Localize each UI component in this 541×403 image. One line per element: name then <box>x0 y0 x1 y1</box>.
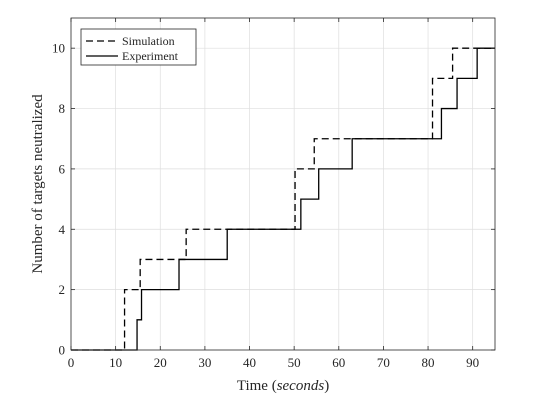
y-tick-label: 6 <box>59 161 66 176</box>
y-axis-label: Number of targets neutralized <box>30 94 46 274</box>
series-line-experiment <box>71 47 495 351</box>
series-line-simulation <box>71 47 495 351</box>
tick-marks <box>70 18 495 351</box>
x-tick-label: 0 <box>68 355 75 370</box>
x-tick-label: 70 <box>377 355 390 370</box>
legend-label-experiment: Experiment <box>122 49 179 63</box>
x-tick-label: 20 <box>154 355 167 370</box>
series-group <box>71 47 495 351</box>
x-axis-label-suffix: ) <box>324 378 329 394</box>
x-tick-labels: 0 10 20 30 40 50 60 70 80 90 <box>68 355 479 370</box>
plot-frame <box>70 17 496 351</box>
x-tick-label: 50 <box>288 355 301 370</box>
y-tick-label: 2 <box>59 282 66 297</box>
x-axis-label-prefix: Time ( <box>237 378 277 394</box>
x-axis-label: Time (seconds) <box>237 378 329 394</box>
legend-label-simulation: Simulation <box>122 34 175 48</box>
plot-background <box>71 18 495 350</box>
x-tick-label: 80 <box>422 355 435 370</box>
y-tick-label: 0 <box>59 343 66 358</box>
x-tick-label: 40 <box>243 355 256 370</box>
x-tick-label: 30 <box>198 355 211 370</box>
y-tick-label: 10 <box>52 41 65 56</box>
y-tick-labels: 0 2 4 6 8 10 <box>52 41 66 358</box>
legend-box <box>80 28 197 66</box>
x-axis-label-unit: seconds <box>277 378 325 394</box>
legend: Simulation Experiment <box>80 28 197 66</box>
grid-lines <box>71 18 495 350</box>
x-tick-label: 10 <box>109 355 122 370</box>
y-tick-label: 4 <box>59 222 66 237</box>
y-tick-label: 8 <box>59 101 66 116</box>
x-tick-label: 90 <box>466 355 479 370</box>
x-tick-label: 60 <box>332 355 345 370</box>
